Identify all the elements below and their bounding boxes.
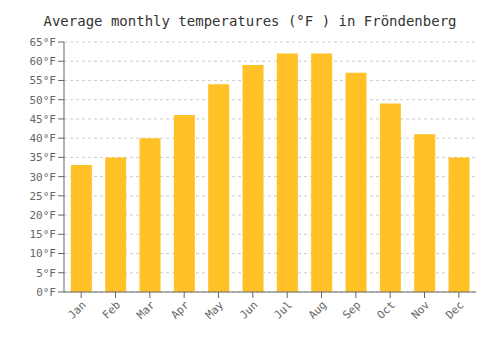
html-text:Average monthly temperatures (: Average monthly temperatures (°F ) in Fr… (43, 13, 457, 29)
svg-text:Sep: Sep (340, 298, 363, 321)
svg-text:20°F: 20°F (30, 209, 57, 222)
svg-text:25°F: 25°F (30, 190, 57, 203)
svg-text:15°F: 15°F (30, 228, 57, 241)
svg-text:45°F: 45°F (30, 113, 57, 126)
svg-text:Jan: Jan (66, 298, 89, 321)
svg-text:40°F: 40°F (30, 132, 57, 145)
svg-text:65°F: 65°F (30, 36, 57, 49)
svg-text:May: May (203, 298, 227, 322)
svg-text:Mar: Mar (134, 298, 158, 322)
svg-text:Jun: Jun (237, 298, 260, 321)
svg-text:Feb: Feb (100, 298, 123, 321)
svg-text:55°F: 55°F (30, 74, 57, 87)
svg-text:50°F: 50°F (30, 94, 57, 107)
svg-text:30°F: 30°F (30, 171, 57, 184)
svg-text:0°F: 0°F (36, 286, 56, 299)
svg-text:35°F: 35°F (30, 151, 57, 164)
svg-text:Oct: Oct (375, 298, 398, 321)
svg-text:Nov: Nov (409, 298, 433, 322)
svg-text:Apr: Apr (169, 298, 193, 322)
svg-text:5°F: 5°F (36, 267, 56, 280)
svg-text:60°F: 60°F (30, 55, 57, 68)
svg-text:10°F: 10°F (30, 247, 57, 260)
svg-text:Dec: Dec (443, 298, 466, 321)
svg-text:Aug: Aug (306, 298, 329, 321)
svg-text:Jul: Jul (272, 298, 295, 321)
